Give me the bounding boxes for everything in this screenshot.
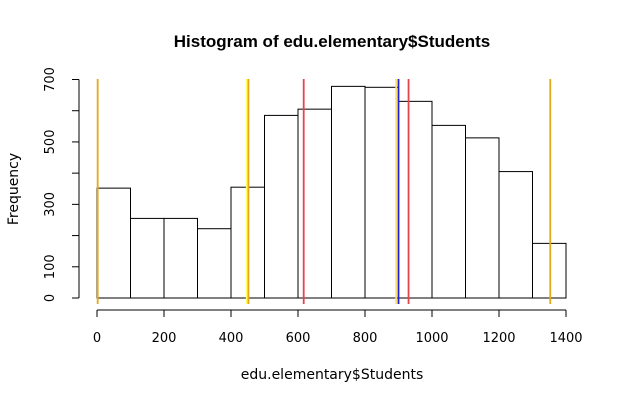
y-axis-label: Frequency — [6, 153, 22, 225]
histogram-bar-5 — [264, 114, 299, 299]
histogram-bar-3 — [197, 228, 232, 299]
x-tick-label-5: 1000 — [415, 331, 448, 346]
y-axis: 0 100 300 500 700 — [43, 67, 80, 302]
histogram-bar-12 — [498, 171, 533, 299]
x-tick-label-0: 0 — [93, 331, 101, 346]
histogram-bar-10 — [431, 124, 466, 299]
vertical-lines-group — [96, 79, 552, 304]
histogram-bar-8 — [364, 86, 399, 299]
histogram-bar-9 — [398, 100, 433, 299]
histogram-bar-2 — [163, 217, 198, 299]
y-tick-label-3: 500 — [43, 130, 58, 155]
histogram-bar-1 — [130, 217, 165, 299]
x-tick-label-7: 1400 — [549, 331, 582, 346]
x-tick-label-4: 800 — [353, 331, 378, 346]
chart-title: Histogram of edu.elementary$Students — [174, 32, 490, 51]
y-tick-label-2: 300 — [43, 192, 58, 217]
x-tick-label-2: 400 — [219, 331, 244, 346]
x-axis: 0 200 400 600 800 1000 1200 1400 — [93, 309, 583, 346]
x-axis-label: edu.elementary$Students — [241, 367, 424, 383]
x-tick-label-1: 200 — [152, 331, 177, 346]
histogram-bar-7 — [331, 85, 366, 299]
histogram-bar-0 — [96, 187, 131, 299]
x-tick-label-6: 1200 — [482, 331, 515, 346]
y-tick-label-0: 0 — [43, 294, 58, 302]
bars-group — [96, 85, 567, 299]
histogram-bar-13 — [532, 242, 567, 299]
y-tick-label-4: 700 — [43, 67, 58, 92]
x-tick-label-3: 600 — [286, 331, 311, 346]
histogram-bar-11 — [465, 137, 500, 299]
y-tick-label-1: 100 — [43, 254, 58, 279]
